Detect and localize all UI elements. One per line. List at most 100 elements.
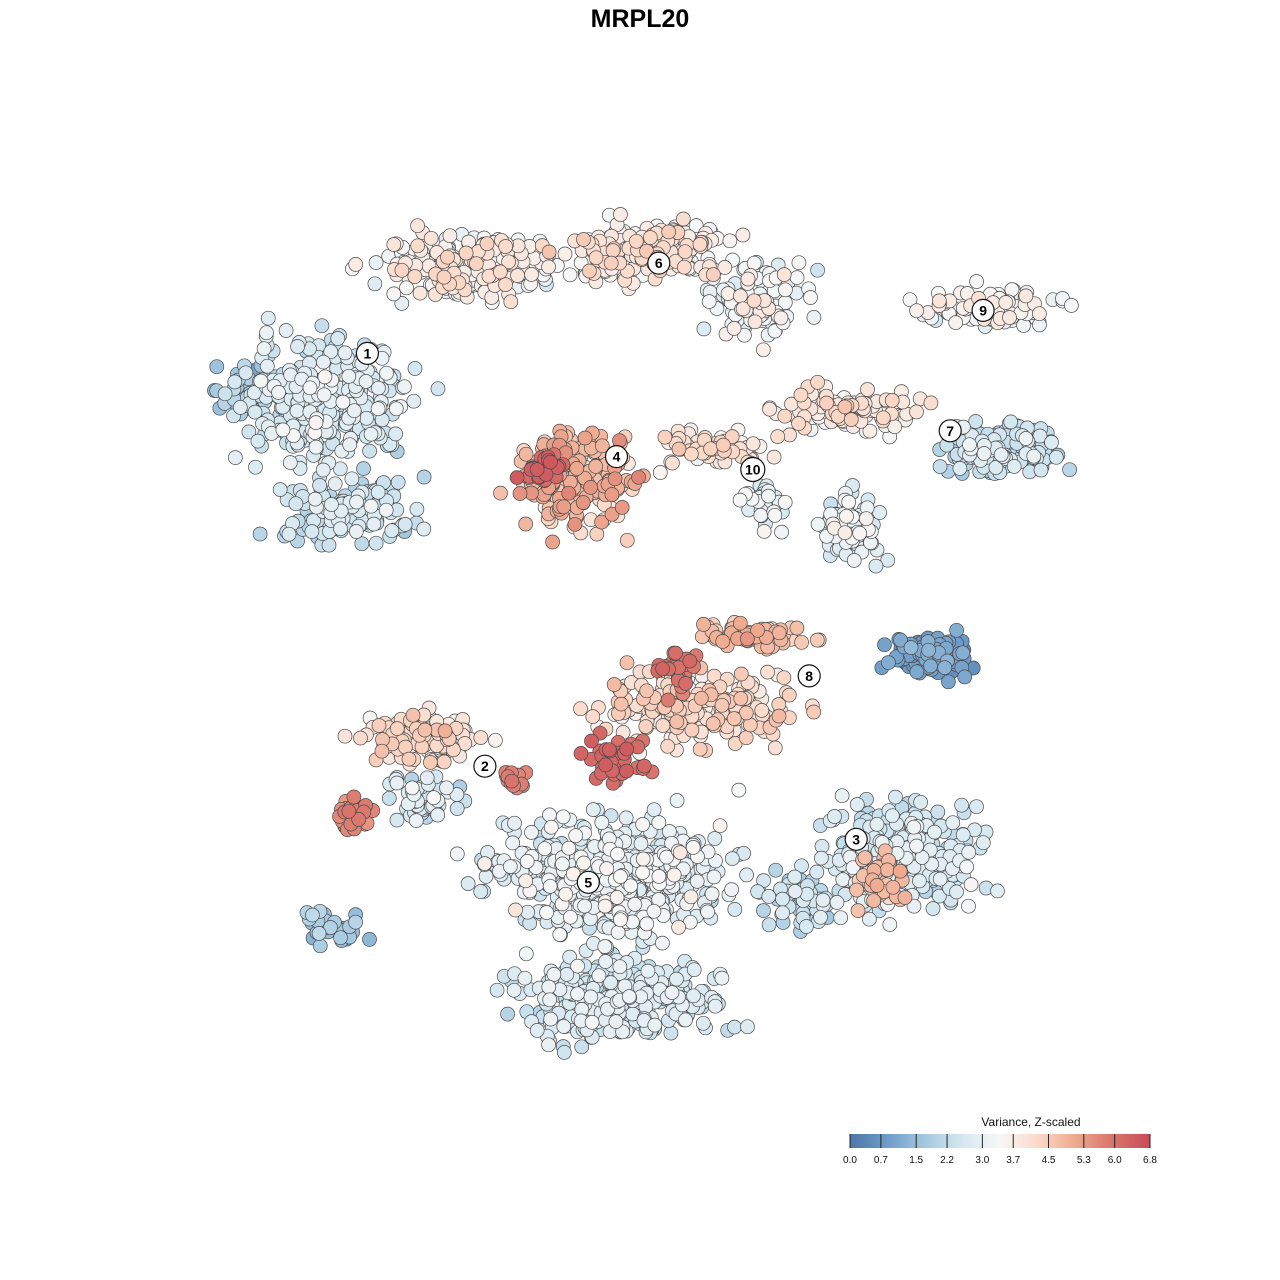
cell-point [884, 808, 900, 824]
cell-point [696, 617, 711, 632]
cluster-label-9: 9 [971, 298, 995, 322]
cell-point [627, 896, 643, 912]
cell-point [583, 989, 599, 1005]
cell-point [542, 992, 558, 1008]
cell-point [952, 461, 968, 476]
cell-point [683, 446, 699, 462]
legend-tick-label: 0.7 [874, 1155, 888, 1166]
cell-point [576, 232, 591, 247]
cell-point [371, 718, 387, 733]
cell-point [931, 293, 947, 309]
cell-point [810, 262, 825, 278]
cell-point [228, 450, 243, 465]
cell-point [574, 1039, 590, 1055]
cell-point [776, 670, 792, 686]
cell-point [777, 494, 793, 510]
cell-point [968, 414, 984, 429]
cell-point [714, 697, 730, 713]
cell-point [771, 625, 787, 641]
cell-point [700, 904, 715, 920]
cell-point [857, 850, 873, 865]
cell-point [577, 430, 593, 446]
cell-point [678, 676, 694, 691]
cell-point [619, 741, 635, 757]
cell-point [563, 909, 578, 925]
cell-point [761, 488, 776, 504]
cell-point [436, 269, 452, 285]
cell-point [260, 310, 276, 326]
cell-point [835, 872, 851, 887]
cell-point [477, 856, 493, 871]
cell-point [389, 775, 405, 791]
cell-point [1033, 462, 1049, 478]
legend-tick-label: 6.8 [1143, 1155, 1157, 1166]
cell-point [1006, 459, 1022, 474]
cell-point [639, 916, 655, 932]
cell-point [666, 867, 682, 883]
cell-point [962, 437, 977, 453]
cell-point [250, 433, 266, 449]
cell-point [733, 666, 749, 682]
cell-point [423, 755, 438, 770]
cell-point [473, 730, 489, 745]
cell-point [430, 381, 446, 397]
cell-point [727, 1019, 742, 1035]
cell-point [1048, 449, 1064, 465]
cell-point [502, 859, 518, 874]
cell-point [923, 395, 939, 411]
cell-point [726, 711, 742, 726]
cell-point [253, 373, 269, 389]
cell-point [363, 498, 379, 514]
cell-point [945, 815, 961, 831]
cell-point [810, 374, 825, 390]
cell-point [608, 1014, 624, 1029]
cluster-label-text: 9 [979, 302, 987, 318]
cell-point [682, 653, 698, 669]
cell-point [569, 461, 585, 476]
cluster-label-text: 10 [745, 462, 761, 478]
cell-point [518, 873, 534, 889]
cell-point [631, 469, 646, 485]
cell-point [442, 228, 458, 244]
cell-point [362, 443, 377, 459]
cell-point [545, 534, 560, 550]
cell-point [613, 869, 628, 884]
cell-point [405, 707, 421, 723]
cell-point [893, 632, 908, 648]
cell-point [760, 664, 775, 680]
scatter-points [207, 207, 1079, 1060]
cell-point [850, 903, 866, 918]
cell-point [585, 802, 601, 817]
legend-tick-label: 0.0 [843, 1155, 857, 1166]
cell-point [706, 869, 722, 885]
cell-point [787, 869, 803, 885]
cell-point [665, 455, 680, 471]
cell-point [882, 917, 898, 932]
cell-point [739, 631, 755, 647]
cell-point [732, 492, 748, 508]
cell-point [762, 401, 777, 417]
cell-point [643, 230, 658, 245]
cell-point [498, 239, 513, 254]
cell-point [1032, 306, 1047, 322]
legend-tick-label: 1.5 [909, 1155, 923, 1166]
cell-point [363, 426, 379, 442]
cell-point [745, 436, 761, 452]
cell-point [353, 730, 368, 746]
cell-point [720, 286, 736, 301]
cell-point [417, 722, 433, 738]
cell-point [715, 634, 731, 649]
cell-point [884, 393, 900, 408]
cell-point [246, 385, 262, 401]
cell-point [1018, 431, 1034, 446]
cell-point [897, 890, 913, 905]
cell-point [370, 484, 386, 500]
cell-point [529, 462, 545, 477]
cell-point [858, 511, 874, 527]
cell-point [827, 809, 842, 824]
cell-point [849, 797, 865, 812]
cell-point [906, 819, 922, 835]
cell-point [739, 867, 754, 883]
cell-point [613, 207, 628, 222]
cell-point [282, 455, 298, 470]
